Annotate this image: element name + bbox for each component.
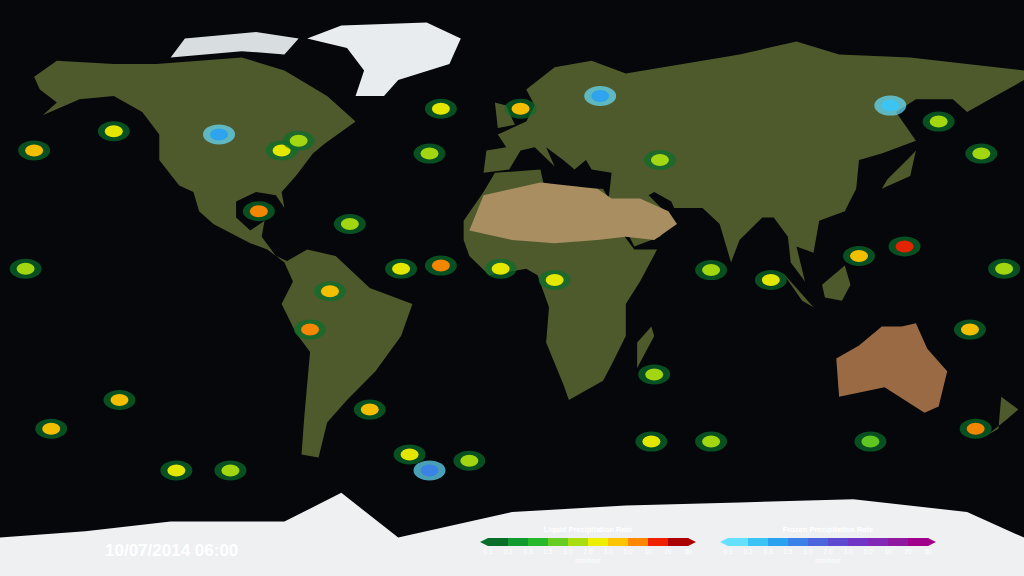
svg-text:10/07/2014 06:00: 10/07/2014 06:00 <box>105 541 238 560</box>
svg-text:3.0: 3.0 <box>603 548 612 555</box>
svg-text:3.0: 3.0 <box>843 548 852 555</box>
svg-text:5.0: 5.0 <box>623 548 632 555</box>
svg-text:0.1: 0.1 <box>723 548 732 555</box>
svg-text:0.1: 0.1 <box>483 548 492 555</box>
svg-text:0.3: 0.3 <box>523 548 532 555</box>
svg-text:20: 20 <box>664 548 672 555</box>
svg-text:0.5: 0.5 <box>783 548 792 555</box>
svg-text:Liquid Precipitation Rate: Liquid Precipitation Rate <box>544 525 632 534</box>
svg-text:10: 10 <box>884 548 892 555</box>
svg-text:2.0: 2.0 <box>583 548 592 555</box>
svg-text:0.2: 0.2 <box>503 548 512 555</box>
svg-text:mm/hour: mm/hour <box>575 557 601 564</box>
svg-text:20: 20 <box>904 548 912 555</box>
svg-text:0.3: 0.3 <box>763 548 772 555</box>
svg-text:1.0: 1.0 <box>803 548 812 555</box>
svg-text:5.0: 5.0 <box>863 548 872 555</box>
svg-text:1.0: 1.0 <box>563 548 572 555</box>
svg-text:2.0: 2.0 <box>823 548 832 555</box>
svg-text:mm/hour: mm/hour <box>815 557 841 564</box>
svg-text:Frozen Precipitation Rate: Frozen Precipitation Rate <box>783 525 873 534</box>
svg-text:10: 10 <box>644 548 652 555</box>
svg-text:50: 50 <box>684 548 692 555</box>
svg-text:50: 50 <box>924 548 932 555</box>
svg-text:0.5: 0.5 <box>543 548 552 555</box>
svg-text:0.2: 0.2 <box>743 548 752 555</box>
